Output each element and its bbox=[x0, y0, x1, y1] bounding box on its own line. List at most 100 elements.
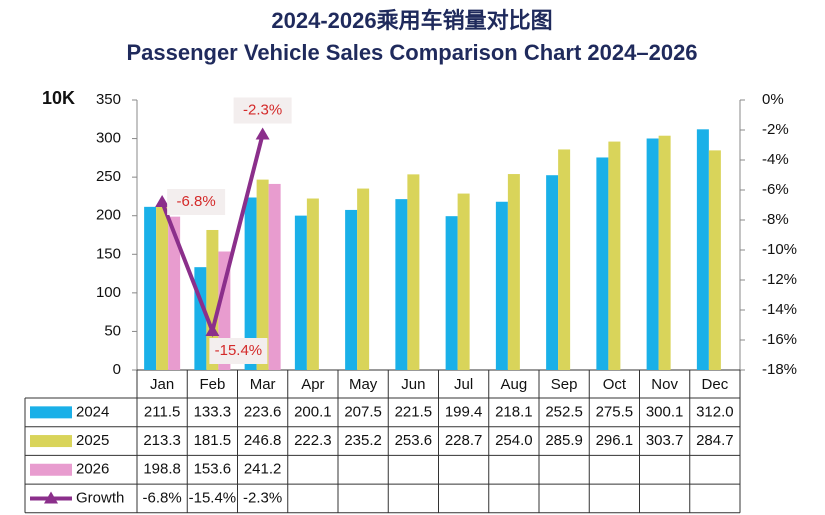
bar bbox=[357, 188, 370, 370]
bar bbox=[546, 175, 559, 370]
table-cell: 153.6 bbox=[194, 461, 232, 478]
table-cell: 211.5 bbox=[144, 403, 180, 420]
table-cell: 300.1 bbox=[646, 403, 684, 420]
bar bbox=[156, 205, 169, 370]
table-cell: 285.9 bbox=[545, 432, 583, 449]
bar bbox=[168, 216, 181, 370]
bar bbox=[445, 216, 458, 370]
table-cell: 133.3 bbox=[194, 403, 232, 420]
data-label: -2.3% bbox=[243, 101, 282, 118]
data-label: -15.4% bbox=[215, 342, 263, 359]
bar bbox=[256, 179, 269, 370]
y-tick-label: 350 bbox=[96, 91, 121, 108]
y2-tick-label: 0% bbox=[762, 91, 784, 108]
bar bbox=[457, 193, 470, 370]
bar bbox=[395, 199, 408, 370]
x-tick-label: Oct bbox=[603, 376, 627, 393]
y2-tick-label: -14% bbox=[762, 301, 797, 318]
y2-tick-label: -4% bbox=[762, 151, 789, 168]
bar bbox=[608, 141, 621, 370]
x-tick-label: Jan bbox=[150, 376, 174, 393]
bar bbox=[646, 138, 659, 370]
table-cell: 235.2 bbox=[344, 432, 382, 449]
legend-swatch bbox=[30, 435, 72, 448]
legend-label: Growth bbox=[76, 489, 124, 506]
bar bbox=[507, 174, 520, 370]
table-cell: -6.8% bbox=[143, 489, 182, 506]
bar bbox=[294, 215, 307, 370]
table-cell: 254.0 bbox=[495, 432, 533, 449]
table-cell: 246.8 bbox=[244, 432, 282, 449]
y-unit-label: 10K bbox=[42, 88, 75, 108]
bar bbox=[558, 149, 571, 370]
table-cell: 252.5 bbox=[545, 403, 583, 420]
bar bbox=[345, 209, 358, 370]
x-tick-label: Feb bbox=[199, 376, 225, 393]
y2-tick-label: -2% bbox=[762, 121, 789, 138]
table-cell: -2.3% bbox=[243, 489, 282, 506]
x-tick-label: May bbox=[349, 376, 378, 393]
bar bbox=[244, 197, 257, 370]
x-tick-label: Aug bbox=[501, 376, 528, 393]
table-cell: 222.3 bbox=[294, 432, 332, 449]
table-cell: 241.2 bbox=[244, 461, 282, 478]
table-cell: 199.4 bbox=[445, 403, 483, 420]
x-tick-label: Sep bbox=[551, 376, 578, 393]
data-label-box bbox=[233, 97, 292, 124]
table-cell: 253.6 bbox=[395, 432, 433, 449]
bar bbox=[194, 267, 207, 370]
table-cell: 228.7 bbox=[445, 432, 483, 449]
y-tick-label: 200 bbox=[96, 207, 121, 224]
table-cell: 312.0 bbox=[696, 403, 734, 420]
table-cell: 296.1 bbox=[596, 432, 634, 449]
y-tick-label: 250 bbox=[96, 168, 121, 185]
table-cell: 223.6 bbox=[244, 403, 282, 420]
y-tick-label: 50 bbox=[104, 322, 121, 339]
y-tick-label: 0 bbox=[113, 361, 121, 378]
y-tick-label: 150 bbox=[96, 245, 121, 262]
chart-title: 2024-2026乘用车销量对比图 bbox=[271, 8, 552, 33]
y-tick-label: 100 bbox=[96, 284, 121, 301]
y-tick-label: 300 bbox=[96, 130, 121, 147]
table-cell: 221.5 bbox=[395, 403, 433, 420]
y2-tick-label: -18% bbox=[762, 361, 797, 378]
y2-tick-label: -16% bbox=[762, 331, 797, 348]
growth-marker bbox=[255, 127, 270, 140]
x-tick-label: Jul bbox=[454, 376, 473, 393]
legend-label: 2025 bbox=[76, 432, 109, 449]
table-cell: 213.3 bbox=[143, 432, 181, 449]
legend-label: 2024 bbox=[76, 403, 109, 420]
x-tick-label: Apr bbox=[301, 376, 324, 393]
legend-marker bbox=[44, 491, 58, 504]
growth-marker bbox=[155, 195, 170, 207]
table-cell: -15.4% bbox=[189, 489, 237, 506]
x-tick-label: Dec bbox=[702, 376, 729, 393]
bar bbox=[268, 183, 281, 370]
data-label: -6.8% bbox=[177, 193, 216, 210]
table-cell: 198.8 bbox=[143, 461, 181, 478]
bar bbox=[658, 135, 671, 370]
legend-swatch bbox=[30, 463, 72, 476]
table-cell: 200.1 bbox=[294, 403, 332, 420]
legend-swatch bbox=[30, 406, 72, 419]
table-cell: 218.1 bbox=[495, 403, 533, 420]
y2-tick-label: -10% bbox=[762, 241, 797, 258]
table-cell: 284.7 bbox=[696, 432, 734, 449]
legend-label: 2026 bbox=[76, 461, 109, 478]
bar bbox=[495, 201, 508, 370]
bar bbox=[407, 174, 420, 370]
y2-tick-label: -6% bbox=[762, 181, 789, 198]
x-tick-label: Mar bbox=[250, 376, 276, 393]
x-tick-label: Nov bbox=[651, 376, 678, 393]
table-cell: 181.5 bbox=[194, 432, 232, 449]
table-cell: 303.7 bbox=[646, 432, 684, 449]
data-label-box bbox=[167, 189, 226, 215]
bar bbox=[596, 157, 609, 370]
growth-marker bbox=[205, 324, 220, 336]
table-cell: 207.5 bbox=[344, 403, 382, 420]
chart-subtitle: Passenger Vehicle Sales Comparison Chart… bbox=[126, 40, 697, 65]
bar bbox=[696, 129, 709, 370]
bar bbox=[306, 198, 319, 370]
bar bbox=[144, 206, 157, 370]
